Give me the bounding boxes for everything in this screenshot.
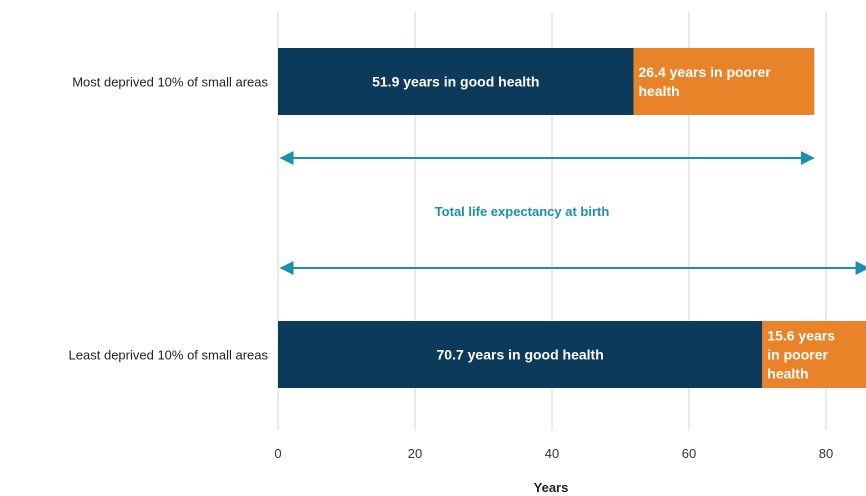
category-label: Least deprived 10% of small areas (69, 348, 269, 363)
category-labels: Most deprived 10% of small areas Least de… (69, 75, 269, 363)
bar-data-label: 15.6 years in poorer health (767, 328, 835, 382)
bar-poorer-0 (633, 48, 815, 115)
annotation-label: Total life expectancy at birth (435, 204, 610, 219)
x-tick-label: 0 (274, 446, 281, 461)
bar-data-label: 51.9 years in good health (372, 74, 539, 90)
bar-poorer-1 (762, 321, 866, 388)
x-tick-label: 60 (682, 446, 696, 461)
bar-data-label: 70.7 years in good health (437, 347, 604, 363)
bar-good-0 (278, 48, 634, 115)
bars: 51.9 years in good health 26.4 years in p… (278, 48, 866, 388)
x-tick-label: 20 (408, 446, 422, 461)
bar-good-1 (278, 321, 763, 388)
bar-data-label: 26.4 years in poorer health (639, 64, 772, 99)
annotations: Total life expectancy at birth (279, 151, 866, 275)
x-axis-title: Years (534, 480, 569, 495)
x-tick-label: 40 (545, 446, 559, 461)
x-tick-label: 80 (819, 446, 833, 461)
category-label: Most deprived 10% of small areas (72, 75, 268, 90)
x-axis-ticks: 0 20 40 60 80 (274, 446, 833, 461)
